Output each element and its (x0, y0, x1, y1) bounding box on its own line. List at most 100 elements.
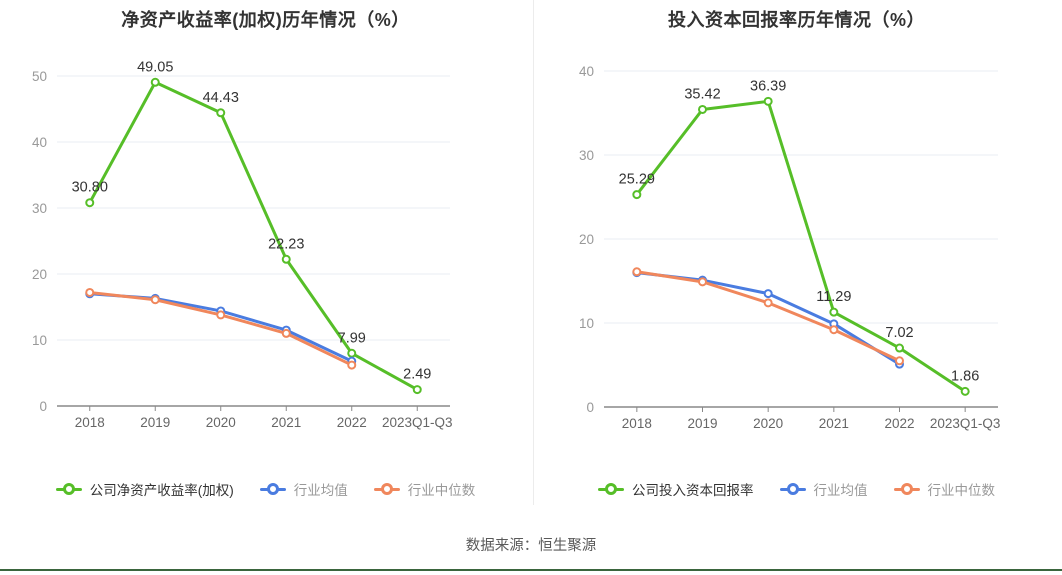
x-axis-tick-label: 2021 (819, 416, 849, 431)
data-point[interactable] (412, 385, 422, 395)
data-point[interactable] (632, 267, 642, 277)
legend-line-marker-icon (779, 483, 806, 495)
data-point[interactable] (347, 360, 357, 370)
y-axis-tick-label: 10 (579, 316, 594, 331)
data-point-label: 25.29 (619, 172, 655, 188)
legend-label: 行业均值 (293, 483, 348, 498)
legend-ring-icon (605, 483, 617, 495)
legend-item-industry-median[interactable]: 行业中位数 (893, 479, 996, 499)
y-axis-tick-label: 0 (39, 399, 47, 414)
data-point[interactable] (698, 104, 707, 114)
data-point[interactable] (763, 298, 773, 308)
data-point-label: 35.42 (684, 86, 720, 102)
data-point-label: 7.02 (885, 325, 913, 341)
series-line (88, 290, 354, 367)
legend-label: 公司净资产收益率(加权) (89, 483, 234, 498)
legend-ring-icon (62, 483, 75, 495)
series-line (635, 99, 967, 393)
y-axis-tick-label: 30 (32, 201, 47, 216)
x-axis-tick-label: 2023Q1-Q3 (382, 415, 453, 430)
data-point[interactable] (829, 325, 839, 335)
data-point[interactable] (763, 96, 773, 106)
data-point[interactable] (763, 289, 773, 299)
data-point[interactable] (632, 190, 642, 200)
series-line (88, 292, 354, 363)
data-point-label: 44.43 (203, 90, 239, 106)
data-point-label: 7.99 (338, 330, 366, 346)
data-point[interactable] (150, 295, 160, 305)
x-axis-tick-label: 2019 (687, 416, 717, 431)
series-line (635, 271, 901, 366)
legend-ring-icon (266, 483, 279, 495)
x-axis-tick-label: 2021 (271, 415, 301, 430)
x-axis-tick-label: 2018 (75, 415, 105, 430)
data-point[interactable] (895, 343, 904, 353)
legend-item-company-roe[interactable]: 公司净资产收益率(加权) (55, 479, 234, 499)
data-point[interactable] (281, 328, 291, 338)
legend-line-marker-icon (893, 483, 920, 495)
y-axis-tick-label: 20 (32, 267, 47, 282)
legend-line-marker-icon (373, 483, 400, 495)
legend-item-industry-mean[interactable]: 行业均值 (779, 479, 868, 499)
series-line (635, 270, 901, 363)
legend-label: 行业中位数 (407, 483, 476, 498)
x-axis-tick-label: 2023Q1-Q3 (930, 416, 1001, 431)
x-axis-tick-label: 2020 (753, 416, 783, 431)
roe-chart-legend: 公司净资产收益率(加权) 行业均值 行业中位数 (0, 479, 531, 499)
legend-line-marker-icon (55, 483, 82, 495)
legend-ring-icon (786, 483, 799, 495)
data-source-note: 数据来源：恒生聚源 (465, 538, 597, 554)
legend-line-marker-icon (598, 483, 624, 495)
x-axis-tick-label: 2019 (140, 415, 170, 430)
data-point[interactable] (895, 356, 904, 366)
roic-chart-legend: 公司投入资本回报率 行业均值 行业中位数 (531, 479, 1062, 499)
data-point[interactable] (216, 108, 226, 118)
x-axis-tick-label: 2018 (622, 416, 652, 431)
data-point-label: 36.39 (750, 78, 786, 94)
roic-chart-panel: 投入资本回报率历年情况（%） 0 10 20 30 40 2018 2019 2020 2021… (531, 0, 1062, 520)
data-point-label: 1.86 (951, 368, 979, 384)
y-axis-tick-label: 20 (579, 232, 594, 247)
legend-label: 公司投入资本回报率 (632, 483, 754, 498)
legend-item-company-roic[interactable]: 公司投入资本回报率 (598, 479, 754, 499)
data-point-label: 2.49 (403, 367, 431, 383)
legend-item-industry-mean[interactable]: 行业均值 (259, 479, 348, 499)
roic-chart-title: 投入资本回报率历年情况（%） (667, 10, 925, 30)
y-axis-tick-label: 0 (586, 400, 594, 415)
x-axis-tick-label: 2020 (206, 415, 236, 430)
legend-ring-icon (380, 483, 393, 495)
y-axis-tick-label: 30 (579, 148, 594, 163)
data-point[interactable] (150, 77, 160, 87)
roe-chart-title: 净资产收益率(加权)历年情况（%） (121, 10, 410, 30)
data-point[interactable] (85, 287, 95, 297)
y-axis-tick-label: 40 (579, 64, 594, 79)
data-point-label: 22.23 (268, 236, 304, 252)
footer-rule (0, 569, 1062, 571)
legend-label: 行业中位数 (927, 483, 996, 498)
roe-chart-plot[interactable]: 0 10 20 30 40 50 2018 2019 2020 2021 2022 2023Q1-Q3… (0, 0, 531, 440)
data-point[interactable] (281, 254, 291, 264)
data-point[interactable] (960, 386, 970, 396)
data-point[interactable] (85, 198, 95, 208)
legend-line-marker-icon (259, 483, 286, 495)
data-point[interactable] (829, 307, 839, 317)
x-axis-tick-label: 2022 (337, 415, 367, 430)
panel-divider (533, 0, 534, 505)
roic-chart-plot[interactable]: 0 10 20 30 40 2018 2019 2020 2021 2022 2023Q1-Q3 25… (531, 0, 1062, 440)
series-line (88, 80, 419, 392)
roe-chart-panel: 净资产收益率(加权)历年情况（%） 0 10 20 30 40 50 2018 2019 202… (0, 0, 531, 520)
data-point-label: 30.80 (72, 180, 108, 196)
data-point[interactable] (347, 348, 357, 358)
data-point[interactable] (216, 310, 226, 320)
y-axis-tick-label: 10 (32, 333, 47, 348)
data-point-label: 11.29 (816, 289, 851, 305)
legend-ring-icon (900, 483, 913, 495)
data-point[interactable] (698, 277, 707, 287)
y-axis-tick-label: 40 (32, 135, 47, 150)
legend-label: 行业均值 (813, 483, 868, 498)
y-axis-tick-label: 50 (32, 69, 47, 84)
x-axis-tick-label: 2022 (884, 416, 914, 431)
legend-item-industry-median[interactable]: 行业中位数 (373, 479, 476, 499)
data-point-label: 49.05 (137, 59, 173, 75)
